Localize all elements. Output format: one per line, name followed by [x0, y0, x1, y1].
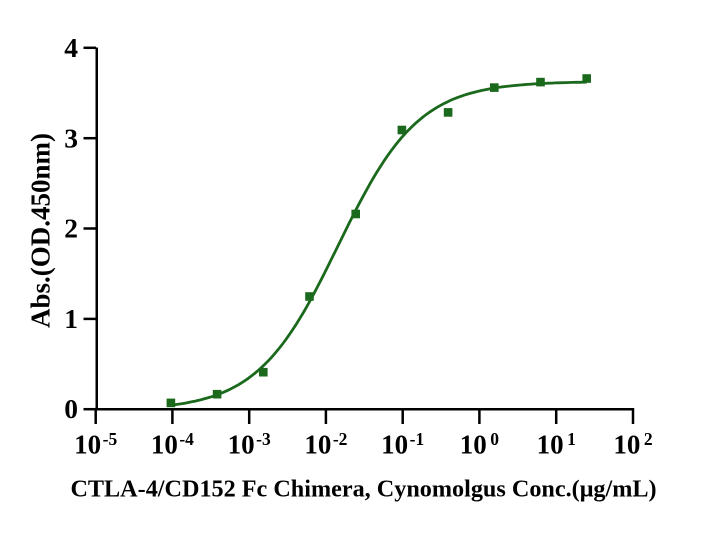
- svg-text:Abs.(OD.450nm): Abs.(OD.450nm): [26, 133, 56, 328]
- svg-text:CTLA-4/CD152 Fc Chimera, Cynom: CTLA-4/CD152 Fc Chimera, Cynomolgus Conc…: [70, 476, 656, 503]
- svg-text:0: 0: [64, 393, 78, 424]
- svg-text:1: 1: [64, 303, 78, 334]
- svg-text:2: 2: [64, 213, 78, 244]
- svg-text:10 -2: 10 -2: [304, 429, 347, 460]
- svg-text:3: 3: [64, 122, 78, 153]
- svg-text:10 -4: 10 -4: [151, 429, 194, 460]
- svg-text:4: 4: [64, 32, 78, 63]
